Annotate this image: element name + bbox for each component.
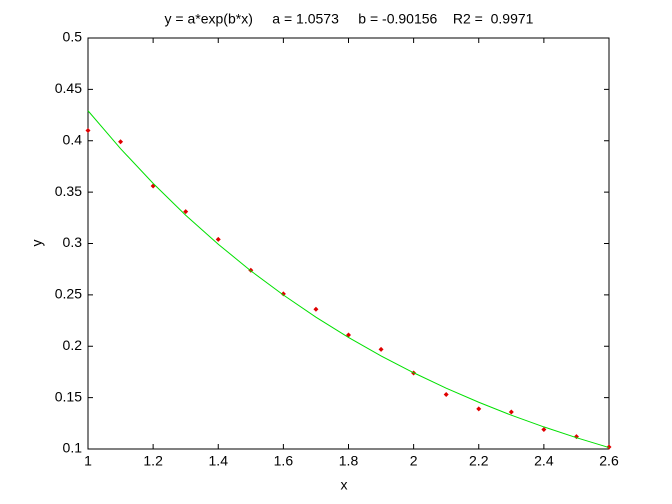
y-tick-label: 0.1 xyxy=(63,440,83,456)
data-point xyxy=(183,209,189,215)
x-tick-label: 1.6 xyxy=(274,453,294,469)
x-tick-label: 2 xyxy=(410,453,418,469)
data-point xyxy=(378,346,384,352)
y-tick-label: 0.3 xyxy=(63,234,83,250)
data-point xyxy=(541,426,547,432)
x-tick-label: 2.2 xyxy=(469,453,489,469)
x-tick-label: 1.8 xyxy=(339,453,359,469)
y-tick-label: 0.25 xyxy=(55,286,82,302)
x-tick-label: 1.2 xyxy=(143,453,163,469)
chart-title: y = a*exp(b*x) a = 1.0573 b = -0.90156 R… xyxy=(165,11,534,27)
data-point xyxy=(215,236,221,242)
data-point xyxy=(476,406,482,412)
x-axis-label: x xyxy=(341,477,348,493)
data-point xyxy=(85,127,91,133)
x-tick-label: 1.4 xyxy=(209,453,229,469)
x-tick-label: 2.4 xyxy=(534,453,554,469)
data-point xyxy=(508,409,514,415)
data-point xyxy=(313,306,319,312)
y-axis-label: y xyxy=(29,240,45,247)
x-tick-label: 1 xyxy=(84,453,92,469)
data-point xyxy=(606,444,612,450)
y-tick-label: 0.2 xyxy=(63,337,83,353)
data-point xyxy=(280,291,286,297)
data-point xyxy=(443,392,449,398)
fit-line xyxy=(87,110,610,449)
data-point xyxy=(118,139,124,145)
y-tick-label: 0.35 xyxy=(55,183,82,199)
y-tick-label: 0.45 xyxy=(55,80,82,96)
plot-frame xyxy=(87,37,610,450)
x-tick-label: 2.6 xyxy=(599,453,619,469)
y-tick-label: 0.15 xyxy=(55,388,82,404)
y-tick-label: 0.5 xyxy=(63,29,83,45)
y-tick-label: 0.4 xyxy=(63,131,83,147)
